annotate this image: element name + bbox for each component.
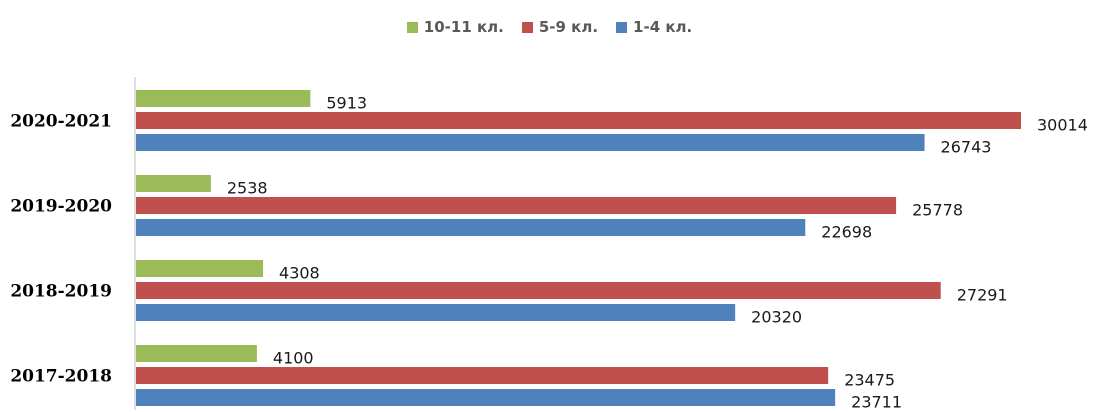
data-label-10-11-2019-2020: 2538: [227, 179, 268, 198]
data-label-10-11-2018-2019: 4308: [279, 264, 320, 283]
bar-10-11-2017-2018: [136, 345, 257, 362]
bar-10-11-2018-2019: [136, 260, 264, 277]
legend-label-1-4: 1-4 кл.: [633, 18, 693, 36]
legend-swatch-10-11: [406, 21, 418, 33]
data-label-5-9-2019-2020: 25778: [912, 201, 963, 220]
bar-5-9-2018-2019: [136, 282, 941, 299]
bar-5-9-2019-2020: [136, 197, 897, 214]
legend-item-5-9: 5-9 кл.: [521, 18, 599, 36]
data-label-10-11-2017-2018: 4100: [273, 349, 314, 368]
bar-10-11-2020-2021: [136, 90, 311, 107]
category-label-2020-2021: 2020-2021: [10, 112, 112, 132]
legend-item-1-4: 1-4 кл.: [616, 18, 692, 36]
legend-item-10-11: 10-11 кл.: [406, 18, 504, 36]
bar-1-4-2018-2019: [136, 304, 736, 321]
category-label-2019-2020: 2019-2020: [10, 197, 112, 217]
bar-5-9-2020-2021: [136, 112, 1021, 129]
legend-swatch-5-9: [521, 21, 533, 33]
data-label-1-4-2019-2020: 22698: [821, 223, 872, 242]
bar-1-4-2017-2018: [136, 389, 836, 406]
data-label-1-4-2018-2019: 20320: [751, 308, 802, 327]
legend-label-10-11: 10-11 кл.: [423, 18, 504, 36]
legend-label-5-9: 5-9 кл.: [538, 18, 599, 36]
bar-5-9-2017-2018: [136, 367, 829, 384]
bar-10-11-2019-2020: [136, 175, 211, 192]
data-label-5-9-2020-2021: 30014: [1037, 116, 1088, 135]
legend-swatch-1-4: [616, 21, 628, 33]
category-label-2017-2018: 2017-2018: [10, 367, 112, 387]
data-label-5-9-2018-2019: 27291: [957, 286, 1008, 305]
bar-1-4-2019-2020: [136, 219, 806, 236]
data-label-10-11-2020-2021: 5913: [326, 94, 367, 113]
category-label-2018-2019: 2018-2019: [10, 282, 112, 302]
legend: 10-11 кл. 5-9 кл. 1-4 кл.: [0, 18, 1099, 36]
bar-1-4-2020-2021: [136, 134, 925, 151]
data-label-1-4-2017-2018: 23711: [851, 393, 902, 412]
data-label-1-4-2020-2021: 26743: [941, 138, 992, 157]
data-label-5-9-2017-2018: 23475: [844, 371, 895, 390]
